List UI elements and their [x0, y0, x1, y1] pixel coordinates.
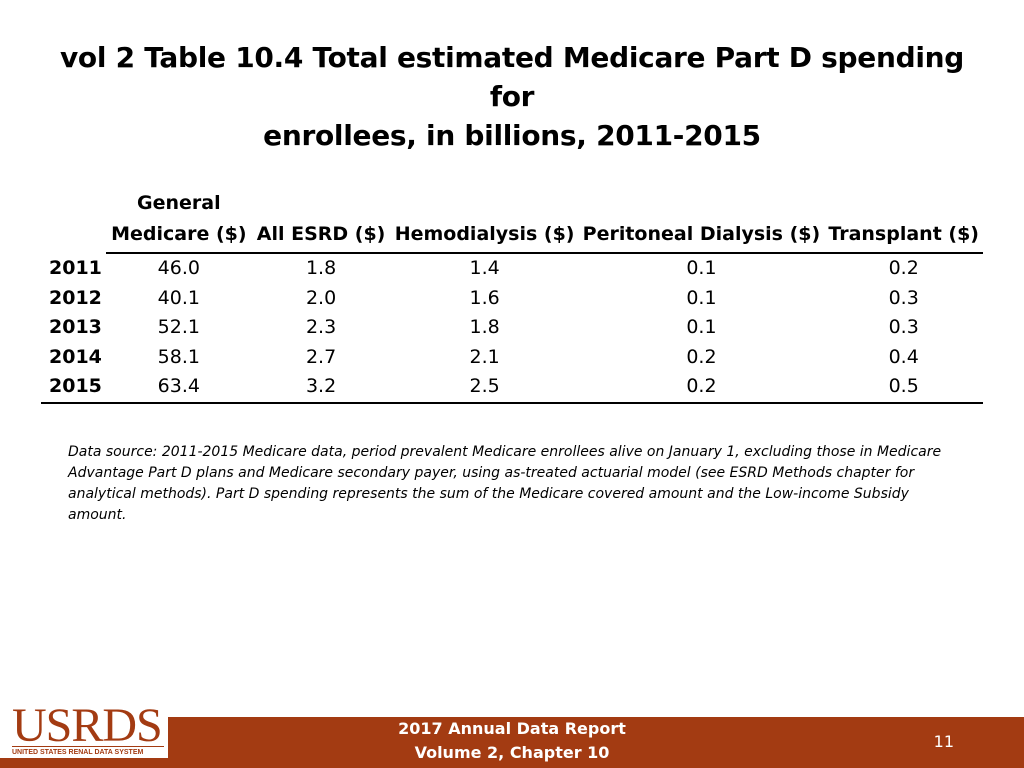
- cell-transplant: 0.3: [888, 316, 919, 338]
- cell-general-medicare: 52.1: [157, 316, 200, 338]
- page-number: 11: [933, 732, 954, 751]
- cell-hemodialysis: 1.6: [469, 286, 500, 309]
- header-all-esrd: All ESRD ($): [251, 188, 391, 254]
- cell-hemodialysis: 2.5: [390, 372, 579, 404]
- usrds-logo: USRDS UNITED STATES RENAL DATA SYSTEM: [0, 699, 168, 758]
- row-year: 2014: [49, 345, 102, 368]
- cell-peritoneal-dialysis: 0.2: [686, 345, 717, 368]
- logo-wordmark: USRDS: [12, 699, 163, 752]
- cell-transplant: 0.4: [888, 345, 919, 368]
- page-title-line-1: vol 2 Table 10.4 Total estimated Medicar…: [59, 41, 965, 113]
- cell-peritoneal-dialysis: 0.1: [686, 286, 717, 309]
- cell-general-medicare: 63.4: [106, 372, 252, 404]
- logo-subtitle: UNITED STATES RENAL DATA SYSTEM: [12, 746, 164, 758]
- cell-general-medicare: 46.0: [157, 257, 200, 279]
- cell-all-esrd: 3.2: [251, 372, 391, 404]
- table-row: 2013 52.1 2.3 1.8 0.1 0.3: [41, 313, 983, 343]
- row-year: 2012: [49, 286, 102, 309]
- spending-table: General Medicare ($) All ESRD ($) Hemodi…: [41, 188, 983, 404]
- header-general-medicare: General Medicare ($): [106, 188, 252, 254]
- table-row: 2012 40.1 2.0 1.6 0.1 0.3: [41, 284, 983, 314]
- footer-line-2: Volume 2, Chapter 10: [414, 743, 610, 762]
- cell-transplant: 0.2: [888, 257, 919, 279]
- page-title: vol 2 Table 10.4 Total estimated Medicar…: [40, 38, 984, 155]
- footer-line-1: 2017 Annual Data Report: [398, 719, 626, 738]
- cell-hemodialysis: 1.4: [469, 257, 500, 279]
- table-header-row: General Medicare ($) All ESRD ($) Hemodi…: [41, 188, 983, 254]
- data-source-note: Data source: 2011-2015 Medicare data, pe…: [68, 444, 942, 523]
- header-peritoneal-dialysis: Peritoneal Dialysis ($): [578, 188, 825, 254]
- cell-general-medicare: 40.1: [157, 286, 200, 309]
- cell-all-esrd: 2.7: [305, 345, 337, 368]
- cell-all-esrd: 1.8: [305, 257, 337, 279]
- table-row: 2014 58.1 2.7 2.1 0.2 0.4: [41, 343, 983, 373]
- cell-peritoneal-dialysis: 0.2: [578, 372, 825, 404]
- page-title-line-2: enrollees, in billions, 2011-2015: [263, 119, 761, 152]
- cell-hemodialysis: 2.1: [469, 345, 500, 368]
- cell-general-medicare: 58.1: [157, 345, 200, 368]
- cell-peritoneal-dialysis: 0.1: [686, 257, 717, 279]
- cell-transplant: 0.5: [824, 372, 983, 404]
- row-year: 2015: [41, 372, 107, 404]
- cell-all-esrd: 2.0: [305, 286, 337, 309]
- footer-bar: 2017 Annual Data Report Volume 2, Chapte…: [0, 717, 1024, 768]
- header-transplant: Transplant ($): [824, 188, 983, 254]
- footer-report-title: 2017 Annual Data Report Volume 2, Chapte…: [312, 717, 712, 768]
- cell-all-esrd: 2.3: [305, 316, 337, 338]
- cell-transplant: 0.3: [888, 286, 919, 309]
- table-row: 2015 63.4 3.2 2.5 0.2 0.5: [41, 372, 983, 404]
- cell-hemodialysis: 1.8: [469, 316, 500, 338]
- cell-peritoneal-dialysis: 0.1: [686, 316, 717, 338]
- table-row: 2011 46.0 1.8 1.4 0.1 0.2: [41, 253, 983, 284]
- row-year: 2011: [49, 256, 102, 279]
- row-year: 2013: [49, 316, 102, 338]
- header-hemodialysis: Hemodialysis ($): [390, 188, 579, 254]
- header-corner: [41, 188, 106, 253]
